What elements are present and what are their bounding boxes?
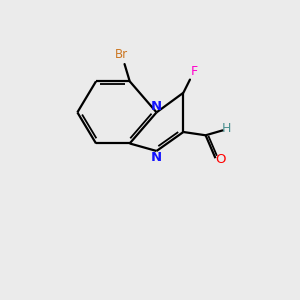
Text: H: H (222, 122, 232, 135)
Text: N: N (151, 151, 162, 164)
Text: F: F (190, 65, 197, 78)
Text: O: O (216, 153, 226, 166)
Text: N: N (151, 100, 162, 113)
Text: Br: Br (115, 48, 128, 61)
